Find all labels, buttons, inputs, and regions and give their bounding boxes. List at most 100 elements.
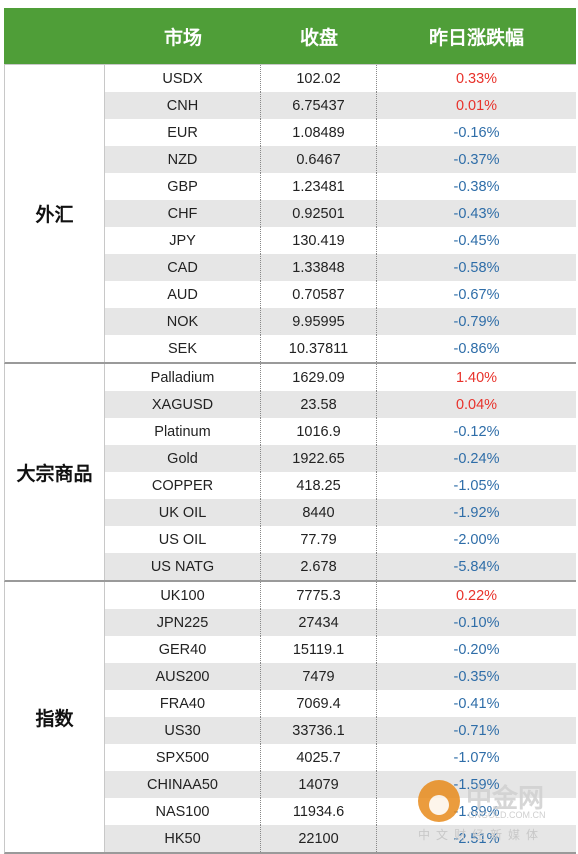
market-cell: CAD [105, 254, 261, 281]
change-cell: -0.67% [453, 286, 500, 303]
table-row: CHINAA50 14079 -1.59% [105, 771, 576, 798]
close-cell: 77.79 [261, 526, 377, 553]
change-cell: -0.38% [453, 178, 500, 195]
close-cell: 9.95995 [261, 308, 377, 335]
close-cell: 7479 [261, 663, 377, 690]
table-row: COPPER 418.25 -1.05% [105, 472, 576, 499]
table-row: US NATG 2.678 -5.84% [105, 553, 576, 580]
category-label: 指数 [5, 582, 105, 852]
table-row: NZD 0.6467 -0.37% [105, 146, 576, 173]
table-row: CAD 1.33848 -0.58% [105, 254, 576, 281]
market-cell: SEK [105, 335, 261, 362]
change-cell: -2.51% [453, 830, 500, 847]
market-cell: NAS100 [105, 798, 261, 825]
change-cell: -0.12% [453, 423, 500, 440]
market-cell: GBP [105, 173, 261, 200]
close-cell: 7775.3 [261, 582, 377, 609]
market-cell: UK OIL [105, 499, 261, 526]
close-cell: 22100 [261, 825, 377, 852]
change-cell: -1.59% [453, 776, 500, 793]
close-cell: 130.419 [261, 227, 377, 254]
table-row: SEK 10.37811 -0.86% [105, 335, 576, 362]
market-cell: AUD [105, 281, 261, 308]
close-cell: 11934.6 [261, 798, 377, 825]
logo-title: 中金网 [466, 784, 545, 814]
close-cell: 7069.4 [261, 690, 377, 717]
change-cell: -1.89% [453, 803, 500, 820]
table-row: JPN225 27434 -0.10% [105, 609, 576, 636]
close-cell: 2.678 [261, 553, 377, 580]
change-cell: 0.04% [455, 396, 498, 413]
table-row: Gold 1922.65 -0.24% [105, 445, 576, 472]
close-cell: 1.23481 [261, 173, 377, 200]
close-cell: 6.75437 [261, 92, 377, 119]
close-cell: 14079 [261, 771, 377, 798]
close-cell: 15119.1 [261, 636, 377, 663]
table-row: CNH 6.75437 0.01% [105, 92, 576, 119]
market-cell: US OIL [105, 526, 261, 553]
table-row: XAGUSD 23.58 0.04% [105, 391, 576, 418]
header-market: 市场 [163, 26, 202, 49]
change-cell: -1.05% [453, 477, 500, 494]
market-cell: USDX [105, 65, 261, 92]
close-cell: 418.25 [261, 472, 377, 499]
change-cell: 0.22% [455, 587, 498, 604]
section-2: 指数 UK100 7775.3 0.22% JPN225 27434 -0.10% GER40… [4, 582, 576, 854]
market-cell: NOK [105, 308, 261, 335]
close-cell: 1.08489 [261, 119, 377, 146]
market-cell: NZD [105, 146, 261, 173]
table-row: Platinum 1016.9 -0.12% [105, 418, 576, 445]
market-table: 市场 收盘 昨日涨跌幅 外汇 USDX 102.02 0.33% CNH 6.75437 0… [4, 8, 576, 854]
change-cell: -1.07% [453, 749, 500, 766]
close-cell: 0.70587 [261, 281, 377, 308]
market-cell: CHF [105, 200, 261, 227]
close-cell: 0.6467 [261, 146, 377, 173]
close-cell: 1.33848 [261, 254, 377, 281]
close-cell: 23.58 [261, 391, 377, 418]
market-cell: CNH [105, 92, 261, 119]
market-cell: JPY [105, 227, 261, 254]
close-cell: 102.02 [261, 65, 377, 92]
market-cell: US30 [105, 717, 261, 744]
change-cell: -0.86% [453, 340, 500, 357]
market-cell: Gold [105, 445, 261, 472]
change-cell: -0.79% [453, 313, 500, 330]
close-cell: 0.92501 [261, 200, 377, 227]
table-row: NAS100 11934.6 -1.89% [105, 798, 576, 825]
change-cell: -5.84% [453, 558, 500, 575]
table-row: UK100 7775.3 0.22% [105, 582, 576, 609]
close-cell: 1016.9 [261, 418, 377, 445]
change-cell: -0.71% [453, 722, 500, 739]
market-cell: FRA40 [105, 690, 261, 717]
close-cell: 1629.09 [261, 364, 377, 391]
market-cell: Platinum [105, 418, 261, 445]
change-cell: 1.40% [455, 369, 498, 386]
close-cell: 4025.7 [261, 744, 377, 771]
table-row: NOK 9.95995 -0.79% [105, 308, 576, 335]
section-0: 外汇 USDX 102.02 0.33% CNH 6.75437 0.01% EUR 1.084… [4, 64, 576, 364]
change-cell: -2.00% [453, 531, 500, 548]
change-cell: -0.24% [453, 450, 500, 467]
table-row: Palladium 1629.09 1.40% [105, 364, 576, 391]
table-row: GER40 15119.1 -0.20% [105, 636, 576, 663]
market-cell: CHINAA50 [105, 771, 261, 798]
market-cell: XAGUSD [105, 391, 261, 418]
change-cell: -0.35% [453, 668, 500, 685]
close-cell: 1922.65 [261, 445, 377, 472]
section-rows: USDX 102.02 0.33% CNH 6.75437 0.01% EUR 1.08489… [105, 65, 576, 362]
table-row: US OIL 77.79 -2.00% [105, 526, 576, 553]
market-cell: Palladium [105, 364, 261, 391]
change-cell: -0.45% [453, 232, 500, 249]
table-row: AUD 0.70587 -0.67% [105, 281, 576, 308]
market-cell: EUR [105, 119, 261, 146]
close-cell: 27434 [261, 609, 377, 636]
logo-icon [418, 780, 460, 822]
close-cell: 10.37811 [261, 335, 377, 362]
market-cell: COPPER [105, 472, 261, 499]
watermark-logo: 中金网 CNGOLD.COM.CN 中文财经新媒体 [418, 776, 568, 846]
market-cell: GER40 [105, 636, 261, 663]
market-cell: SPX500 [105, 744, 261, 771]
close-cell: 33736.1 [261, 717, 377, 744]
table-row: USDX 102.02 0.33% [105, 65, 576, 92]
table-row: SPX500 4025.7 -1.07% [105, 744, 576, 771]
